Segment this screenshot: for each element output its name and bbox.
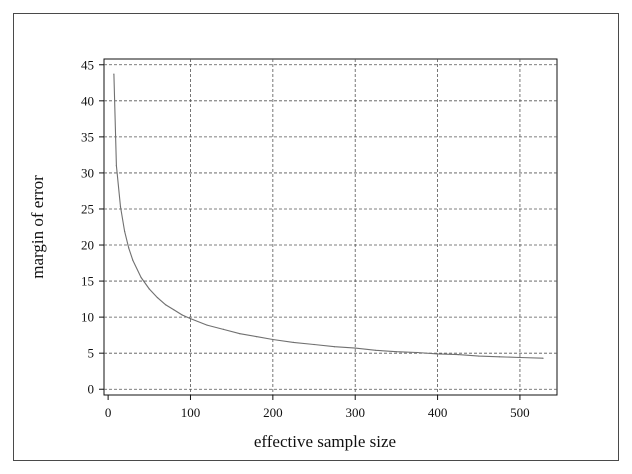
- data-point: [113, 73, 115, 75]
- data-point: [542, 357, 544, 359]
- data-point: [292, 341, 295, 343]
- data-point: [115, 165, 117, 167]
- x-tick-label: 500: [510, 405, 530, 420]
- x-tick-label: 200: [263, 405, 283, 420]
- data-point: [119, 206, 122, 208]
- data-point: [206, 324, 208, 326]
- plot-area: [103, 58, 558, 396]
- data-point: [132, 259, 134, 261]
- data-point: [148, 288, 150, 290]
- y-tick-label: 45: [81, 57, 94, 72]
- y-tick-label: 40: [81, 93, 94, 108]
- data-point: [255, 335, 257, 338]
- x-tick-label: 400: [428, 405, 448, 420]
- y-tick-label: 30: [81, 165, 94, 180]
- y-axis-label: margin of error: [28, 175, 47, 279]
- data-point: [313, 343, 315, 346]
- x-tick-label: 100: [181, 405, 201, 420]
- y-tick-label: 35: [81, 129, 94, 144]
- y-tick-label: 20: [81, 238, 94, 253]
- y-tick-label: 10: [81, 310, 94, 325]
- data-point: [334, 346, 336, 348]
- data-point: [165, 304, 167, 306]
- data-point: [239, 333, 241, 335]
- axis-ticks: 0 100 200 300 400 500 0 5 10 15 20 25 30 35 40 45: [81, 57, 530, 420]
- x-tick-label: 0: [105, 405, 112, 420]
- data-point: [375, 349, 377, 351]
- data-point: [272, 338, 274, 341]
- data-point: [478, 355, 480, 357]
- data-point: [128, 247, 130, 249]
- data-point: [181, 314, 183, 316]
- data-point: [354, 347, 356, 349]
- y-tick-label: 25: [81, 201, 94, 216]
- data-point: [140, 276, 142, 279]
- data-point: [173, 309, 175, 311]
- data-point: [395, 351, 397, 353]
- data-point: [519, 356, 521, 359]
- x-tick-label: 300: [345, 405, 365, 420]
- grid-lines: [104, 59, 557, 395]
- x-axis-label: effective sample size: [254, 432, 396, 451]
- data-point: [222, 328, 225, 330]
- y-tick-label: 5: [88, 346, 95, 361]
- series-layer: [113, 73, 544, 359]
- data-point: [123, 230, 126, 232]
- y-tick-label: 0: [88, 382, 95, 397]
- data-point: [457, 354, 459, 356]
- data-point: [156, 297, 159, 299]
- series-line: [113, 74, 544, 359]
- data-point: [416, 351, 418, 354]
- y-tick-label: 15: [81, 274, 94, 289]
- data-point: [436, 353, 439, 355]
- data-point: [498, 356, 500, 358]
- data-point: [189, 317, 192, 320]
